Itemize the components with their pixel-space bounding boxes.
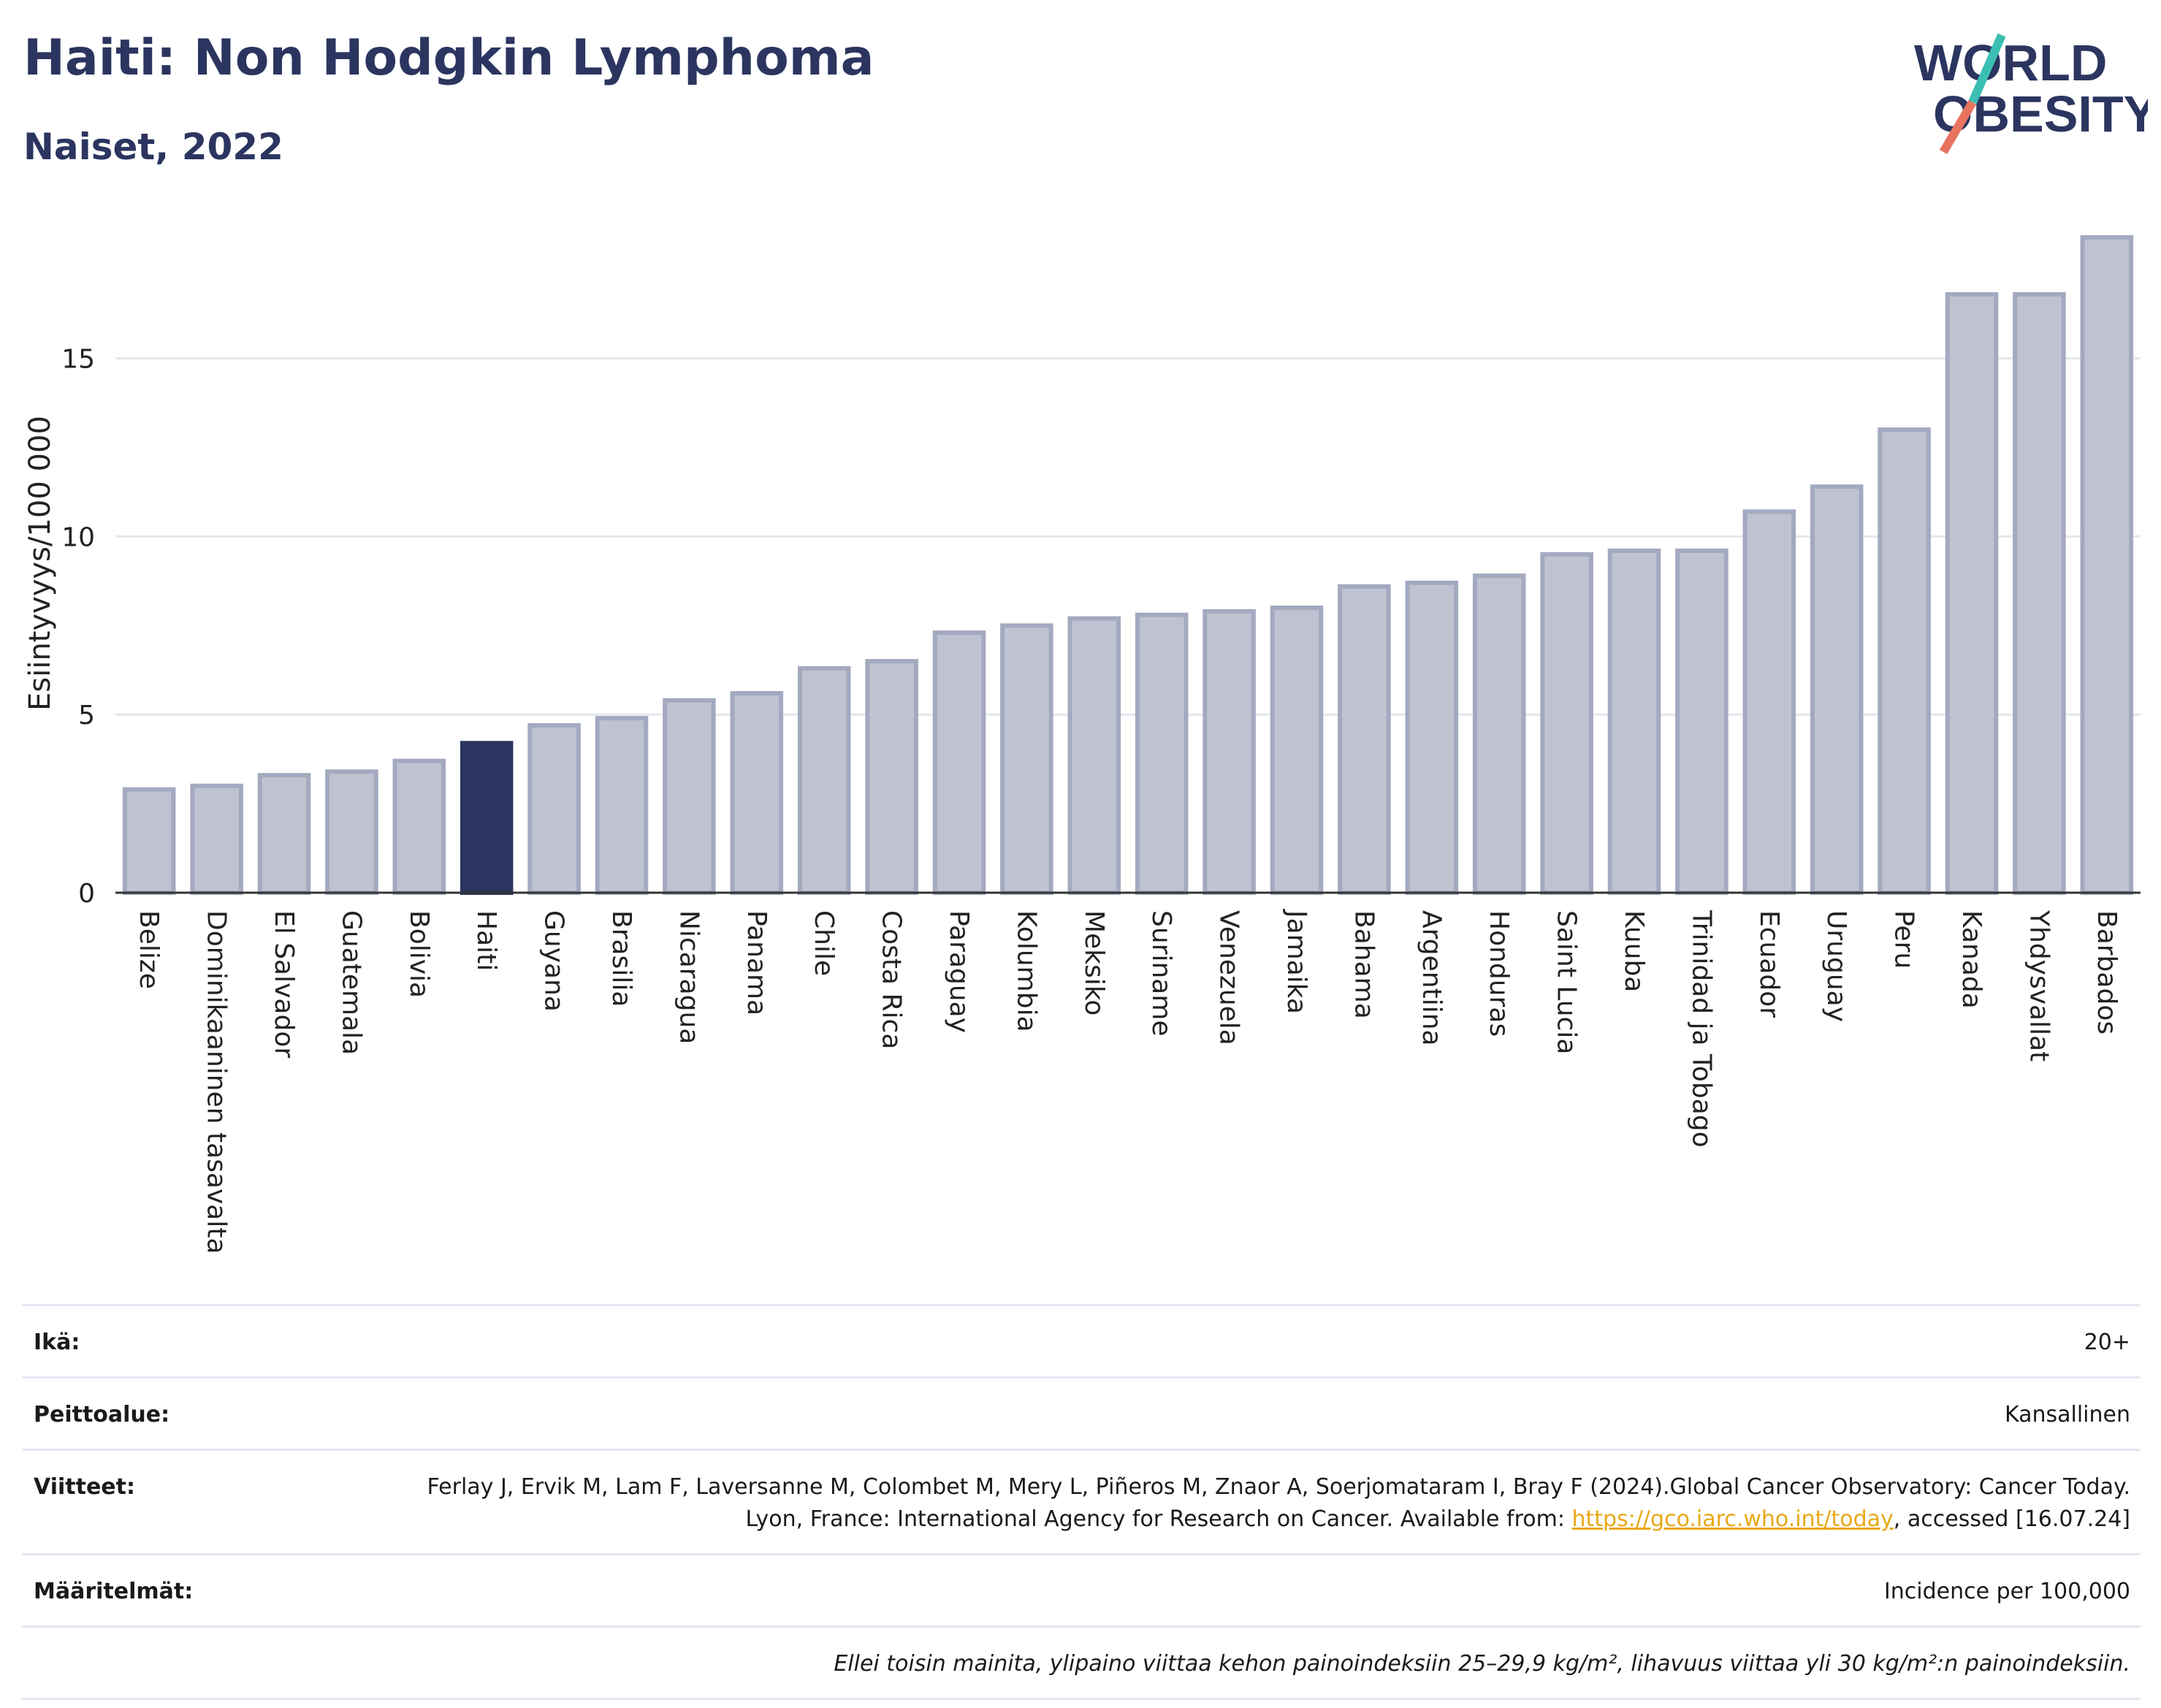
references-link[interactable]: https://gco.iarc.who.int/today <box>1571 1506 1894 1532</box>
x-tick-label: Suriname <box>1146 910 1176 1037</box>
age-value: 20+ <box>2084 1330 2130 1355</box>
bar <box>527 723 581 896</box>
bar <box>1540 552 1593 895</box>
age-label: Ikä: <box>34 1330 80 1355</box>
info-row-coverage: Peittoalue: Kansallinen <box>22 1376 2141 1449</box>
x-tick-label: Barbados <box>2092 910 2122 1034</box>
info-row-note: Ellei toisin mainita, ylipaino viittaa k… <box>22 1625 2141 1700</box>
world-obesity-logo: WORLD OBESITY <box>1914 33 2148 155</box>
x-tick-label: Saint Lucia <box>1552 910 1582 1054</box>
x-tick-label: Guatemala <box>336 910 366 1055</box>
x-tick-label: Chile <box>809 910 839 976</box>
bar <box>2013 291 2066 895</box>
x-tick-label: Belize <box>134 910 164 989</box>
bar <box>1742 509 1796 895</box>
bar <box>1945 291 1999 895</box>
bar <box>1472 573 1526 896</box>
bar <box>1135 612 1189 896</box>
page-title: Haiti: Non Hodgkin Lymphoma <box>23 29 874 87</box>
bar <box>325 769 378 896</box>
x-tick-label: Argentiina <box>1417 910 1447 1046</box>
info-table: Ikä: 20+ Peittoalue: Kansallinen Viittee… <box>22 1304 2141 1700</box>
y-tick-label: 0 <box>78 879 95 909</box>
info-row-age: Ikä: 20+ <box>22 1304 2141 1376</box>
bar <box>932 630 986 895</box>
page-subtitle: Naiset, 2022 <box>23 126 283 168</box>
bar <box>1203 609 1256 895</box>
references-label: Viitteet: <box>34 1474 135 1500</box>
x-tick-label: Paraguay <box>944 910 974 1033</box>
definitions-label: Määritelmät: <box>34 1579 194 1604</box>
bar-chart: 0 5 10 15 Belize Dominikaaninen tasavalta El S… <box>23 235 2141 1254</box>
x-tick-label: Nicaragua <box>674 910 704 1044</box>
bar <box>1270 605 1324 895</box>
bar <box>1000 623 1053 896</box>
x-tick-label: Trinidad ja Tobago <box>1686 910 1716 1148</box>
bar <box>190 783 243 895</box>
bar <box>1067 616 1121 896</box>
bar <box>1878 427 1931 895</box>
logo-slash-teal <box>1968 33 2006 104</box>
bar <box>392 758 446 895</box>
x-tick-label: Kolumbia <box>1011 910 1041 1032</box>
x-tick-label: Uruguay <box>1821 910 1851 1022</box>
references-text: Ferlay J, Ervik M, Lam F, Laversanne M, … <box>427 1474 2130 1532</box>
x-tick-label: Haiti <box>471 910 501 971</box>
y-axis-label: Esiintyvyys/100 000 <box>23 416 57 711</box>
x-tick-label: Meksiko <box>1079 910 1109 1015</box>
logo-text-world: WORLD <box>1914 34 2107 91</box>
references-value: Ferlay J, Ervik M, Lam F, Laversanne M, … <box>392 1471 2130 1536</box>
bar <box>730 690 784 895</box>
x-tick-label: Guyana <box>539 910 569 1012</box>
x-tick-label: Bahama <box>1349 910 1379 1019</box>
y-tick-label: 10 <box>61 522 95 552</box>
coverage-label: Peittoalue: <box>34 1402 170 1427</box>
x-tick-label: Peru <box>1889 910 1919 969</box>
bar <box>1405 580 1459 895</box>
x-tick-label: Costa Rica <box>877 910 907 1049</box>
bar-highlight <box>460 741 514 895</box>
bar <box>1810 484 1864 895</box>
x-tick-label: Ecuador <box>1754 910 1784 1018</box>
x-tick-label: Jamaika <box>1281 909 1311 1014</box>
bar <box>122 787 176 895</box>
x-tick-label: Dominikaaninen tasavalta <box>202 910 232 1254</box>
bar <box>595 716 649 896</box>
info-row-references: Viitteet: Ferlay J, Ervik M, Lam F, Lave… <box>22 1449 2141 1553</box>
x-tick-label: Bolivia <box>404 910 434 998</box>
bar <box>663 698 716 895</box>
bar <box>1607 548 1661 895</box>
x-tick-label: Yhdysvallat <box>2024 910 2054 1061</box>
y-tick-label: 5 <box>78 701 95 731</box>
x-tick-label: Kuuba <box>1619 910 1649 992</box>
bar <box>1338 584 1391 895</box>
definitions-value: Incidence per 100,000 <box>1883 1579 2130 1604</box>
y-tick-label: 15 <box>61 345 95 375</box>
bar <box>865 659 918 895</box>
x-tick-label: Panama <box>742 910 771 1015</box>
references-accessed: , accessed [16.07.24] <box>1893 1506 2130 1532</box>
definitions-note: Ellei toisin mainita, ylipaino viittaa k… <box>834 1651 2130 1677</box>
bar <box>2080 235 2134 895</box>
x-tick-label: Brasilia <box>606 910 636 1007</box>
x-tick-label: Honduras <box>1484 910 1514 1037</box>
bar <box>1675 548 1729 895</box>
x-tick-label: Venezuela <box>1214 910 1244 1045</box>
logo-slash-coral <box>1939 99 1977 155</box>
x-tick-label: El Salvador <box>269 910 299 1058</box>
info-row-definitions: Määritelmät: Incidence per 100,000 <box>22 1553 2141 1625</box>
bar <box>257 773 311 895</box>
x-tick-label: Kanada <box>1956 910 1986 1009</box>
bar <box>797 666 851 896</box>
coverage-value: Kansallinen <box>2004 1402 2130 1427</box>
